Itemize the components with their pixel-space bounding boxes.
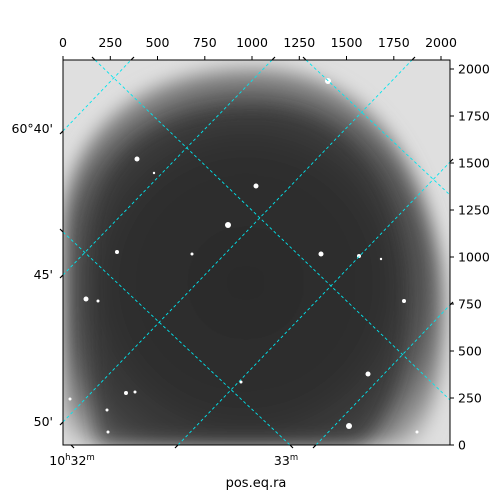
world-ticks bbox=[59, 56, 454, 449]
right-tick-label: 500 bbox=[458, 344, 482, 359]
stars bbox=[68, 78, 419, 434]
star bbox=[124, 391, 128, 395]
star bbox=[365, 371, 371, 377]
right-tick-label: 250 bbox=[458, 391, 482, 406]
right-tick-label: 1500 bbox=[458, 156, 490, 171]
top-tick-label: 1750 bbox=[378, 35, 410, 50]
ra-label: 33m bbox=[274, 453, 298, 468]
star bbox=[318, 251, 324, 257]
star bbox=[133, 390, 137, 394]
right-tick-label: 750 bbox=[458, 297, 482, 312]
ra-label: 10h32m bbox=[49, 453, 94, 468]
star bbox=[239, 380, 243, 384]
star bbox=[115, 250, 119, 254]
star bbox=[379, 257, 383, 261]
top-axis bbox=[62, 56, 442, 60]
star bbox=[415, 430, 419, 434]
star bbox=[106, 430, 110, 434]
star bbox=[225, 222, 231, 228]
star bbox=[83, 296, 89, 302]
dec-label: 60°40' bbox=[12, 121, 54, 136]
right-tick-label: 1750 bbox=[458, 109, 490, 124]
top-tick-label: 250 bbox=[98, 35, 122, 50]
plot-frame bbox=[62, 59, 451, 446]
grid-line bbox=[63, 231, 291, 445]
top-axis-labels: 0 250 500 750 1000 1250 1500 1750 2000 bbox=[59, 35, 457, 50]
star bbox=[346, 423, 352, 429]
top-tick-label: 0 bbox=[59, 35, 67, 50]
coordinate-grid bbox=[63, 60, 450, 445]
grid-line bbox=[315, 304, 450, 445]
top-tick-label: 1250 bbox=[283, 35, 315, 50]
top-tick-label: 1000 bbox=[236, 35, 268, 50]
star bbox=[134, 156, 140, 162]
right-axis-labels: 0 250 500 750 1000 1250 1500 1750 2000 bbox=[458, 62, 490, 453]
star bbox=[68, 397, 72, 401]
top-tick-label: 1500 bbox=[331, 35, 363, 50]
star bbox=[253, 183, 259, 189]
right-tick-label: 1250 bbox=[458, 203, 490, 218]
grid-line bbox=[177, 161, 450, 445]
star bbox=[96, 299, 100, 303]
star bbox=[190, 252, 194, 256]
top-tick-label: 2000 bbox=[425, 35, 457, 50]
star bbox=[152, 171, 156, 175]
dec-label: 45' bbox=[34, 267, 53, 282]
star bbox=[105, 408, 109, 412]
sky-image bbox=[63, 60, 450, 445]
top-tick-label: 750 bbox=[193, 35, 217, 50]
right-tick-label: 2000 bbox=[458, 62, 490, 77]
grid-line bbox=[63, 60, 273, 276]
star bbox=[402, 299, 406, 303]
x-axis-label: pos.eq.ra bbox=[226, 476, 287, 491]
dec-label: 50' bbox=[34, 414, 53, 429]
right-axis bbox=[450, 68, 454, 446]
star bbox=[357, 254, 361, 258]
top-tick-label: 500 bbox=[146, 35, 170, 50]
right-tick-label: 1000 bbox=[458, 250, 490, 265]
grid-line bbox=[63, 60, 413, 423]
right-tick-label: 0 bbox=[458, 438, 466, 453]
grid-line bbox=[94, 60, 450, 401]
